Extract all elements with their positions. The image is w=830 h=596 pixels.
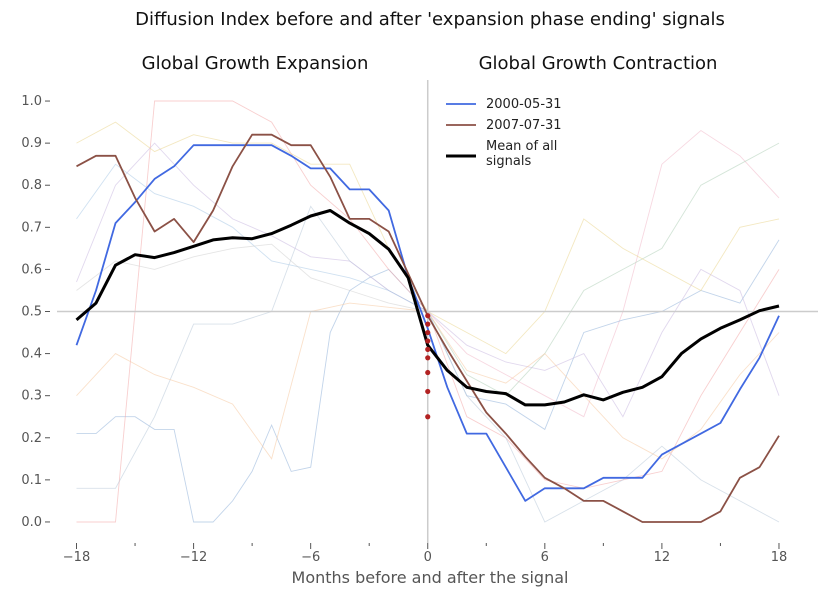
background-line: [427, 311, 780, 460]
x-axis: −18 −12 −6 0 6 12 18: [63, 543, 787, 565]
background-line: [427, 142, 780, 397]
y-tick-label: 1.0: [21, 94, 42, 109]
signal-point: [425, 388, 431, 395]
background-line: [76, 243, 428, 312]
x-axis-label: Months before and after the signal: [292, 568, 569, 587]
series-line-1: [75, 144, 780, 502]
y-tick-label: 0.4: [21, 347, 42, 362]
legend-label: Mean of all: [486, 139, 557, 154]
background-line: [427, 218, 780, 355]
x-tick-label: 0: [424, 550, 432, 565]
legend-label: 2000-05-31: [486, 97, 562, 112]
reference-lines: [57, 80, 818, 543]
background-line: [76, 121, 429, 312]
signal-point: [425, 369, 431, 376]
signal-point: [425, 414, 431, 420]
y-tick-label: 0.3: [21, 389, 42, 404]
signal-point: [425, 321, 431, 327]
signal-point: [425, 338, 431, 344]
background-line: [76, 142, 428, 312]
background-line: [76, 205, 428, 489]
background-line: [76, 163, 428, 312]
background-line: [427, 269, 780, 489]
signal-point: [425, 346, 431, 352]
background-line: [427, 129, 780, 418]
background-line: [427, 239, 780, 431]
y-tick-label: 0.7: [21, 220, 42, 235]
background-line: [76, 268, 429, 523]
y-tick-label: 0.1: [21, 473, 42, 488]
signal-point: [425, 355, 431, 361]
signal-points: [425, 313, 431, 420]
x-tick-label: 6: [541, 550, 549, 565]
background-signal-lines: [76, 100, 780, 523]
x-tick-label: −12: [180, 550, 207, 565]
background-line: [427, 268, 780, 418]
y-tick-label: 0.0: [21, 515, 42, 530]
x-tick-label: −18: [63, 550, 90, 565]
right-panel-title: Global Growth Contraction: [479, 53, 718, 74]
y-tick-label: 0.6: [21, 262, 42, 277]
x-tick-label: 12: [654, 550, 671, 565]
y-tick-label: 0.2: [21, 431, 42, 446]
y-tick-label: 0.5: [21, 305, 42, 320]
left-panel-title: Global Growth Expansion: [142, 53, 369, 74]
background-line: [76, 302, 428, 460]
series-line-3: [75, 209, 780, 407]
x-tick-label: −6: [301, 550, 320, 565]
y-tick-label: 0.9: [21, 136, 42, 151]
signal-point: [425, 313, 431, 319]
legend-label: signals: [486, 154, 531, 169]
signal-point: [425, 329, 431, 336]
y-axis: 0.0 0.1 0.2 0.3 0.4 0.5 0.6 0.7 0.8 0.9 1.0: [21, 94, 50, 530]
chart-title: Diffusion Index before and after 'expans…: [135, 9, 725, 30]
y-tick-label: 0.8: [21, 178, 42, 193]
legend-label: 2007-07-31: [486, 118, 562, 133]
x-tick-label: 18: [771, 550, 788, 565]
background-line: [427, 311, 780, 523]
